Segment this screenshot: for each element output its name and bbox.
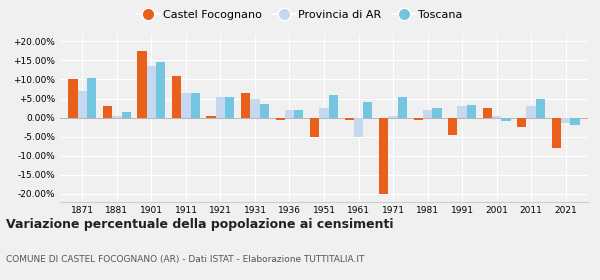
Bar: [68, 80, 78, 118]
Text: Variazione percentuale della popolazione ai censimenti: Variazione percentuale della popolazione…: [6, 218, 394, 231]
Bar: [388, 116, 398, 118]
Bar: [260, 104, 269, 118]
Bar: [423, 110, 432, 118]
Bar: [379, 118, 388, 194]
Text: COMUNE DI CASTEL FOCOGNANO (AR) - Dati ISTAT - Elaborazione TUTTITALIA.IT: COMUNE DI CASTEL FOCOGNANO (AR) - Dati I…: [6, 255, 364, 264]
Bar: [225, 97, 235, 118]
Bar: [275, 118, 285, 120]
Bar: [319, 108, 329, 118]
Bar: [294, 110, 304, 118]
Bar: [413, 118, 423, 120]
Legend: Castel Focognano, Provincia di AR, Toscana: Castel Focognano, Provincia di AR, Tosca…: [133, 6, 467, 24]
Bar: [172, 76, 181, 118]
Bar: [492, 116, 501, 118]
Bar: [285, 110, 294, 118]
Bar: [432, 108, 442, 118]
Bar: [344, 118, 354, 120]
Bar: [551, 118, 561, 148]
Bar: [250, 99, 260, 118]
Bar: [191, 93, 200, 118]
Bar: [561, 118, 570, 123]
Bar: [87, 78, 97, 118]
Bar: [329, 95, 338, 118]
Bar: [137, 51, 147, 118]
Bar: [216, 97, 225, 118]
Bar: [354, 118, 363, 137]
Bar: [536, 99, 545, 118]
Bar: [147, 66, 156, 118]
Bar: [570, 118, 580, 125]
Bar: [448, 118, 457, 135]
Bar: [457, 106, 467, 118]
Bar: [482, 108, 492, 118]
Bar: [517, 118, 526, 127]
Bar: [501, 118, 511, 122]
Bar: [206, 116, 216, 118]
Bar: [310, 118, 319, 137]
Bar: [526, 106, 536, 118]
Bar: [398, 97, 407, 118]
Bar: [112, 116, 122, 118]
Bar: [181, 93, 191, 118]
Bar: [78, 91, 87, 118]
Bar: [241, 93, 250, 118]
Bar: [103, 106, 112, 118]
Bar: [363, 102, 373, 118]
Bar: [156, 62, 166, 118]
Bar: [122, 112, 131, 118]
Bar: [467, 105, 476, 118]
